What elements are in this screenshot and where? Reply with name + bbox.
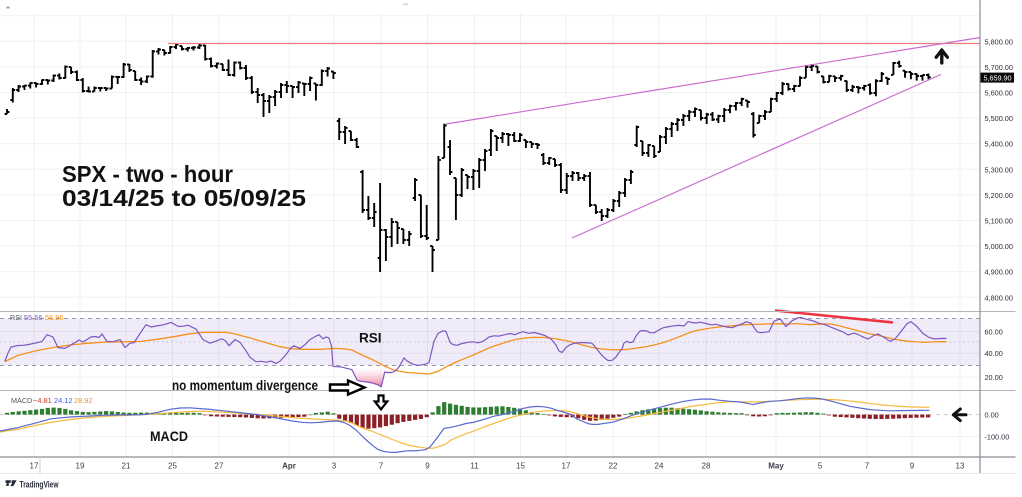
svg-text:5,100.00: 5,100.00 (985, 217, 1013, 226)
svg-text:RSI: RSI (359, 331, 382, 346)
svg-text:13: 13 (956, 462, 965, 471)
svg-text:May: May (768, 462, 784, 471)
svg-text:21: 21 (122, 462, 131, 471)
svg-text:4,900.00: 4,900.00 (985, 268, 1013, 277)
svg-text:9: 9 (425, 462, 430, 471)
svg-text:4,800.00: 4,800.00 (985, 293, 1013, 302)
svg-text:MACD: MACD (11, 396, 32, 405)
svg-text:28.92: 28.92 (74, 396, 93, 405)
svg-text:17: 17 (562, 462, 571, 471)
svg-text:7: 7 (865, 462, 870, 471)
svg-text:7: 7 (379, 462, 384, 471)
svg-text:5,500.00: 5,500.00 (985, 114, 1013, 123)
svg-text:11: 11 (470, 462, 479, 471)
svg-text:5,200.00: 5,200.00 (985, 191, 1013, 200)
svg-text:−4.81: −4.81 (33, 396, 52, 405)
svg-text:5,800.00: 5,800.00 (985, 37, 1013, 46)
svg-text:SPX - two - hour: SPX - two - hour (62, 161, 233, 187)
svg-text:no momentum divergence: no momentum divergence (172, 378, 318, 393)
svg-text:24: 24 (655, 462, 664, 471)
svg-text:5,700.00: 5,700.00 (985, 63, 1013, 72)
svg-text:03/14/25 to 05/09/25: 03/14/25 to 05/09/25 (62, 185, 306, 211)
svg-text:60.00: 60.00 (985, 328, 1003, 337)
svg-text:15: 15 (516, 462, 525, 471)
svg-text:24.12: 24.12 (54, 396, 73, 405)
svg-text:28: 28 (702, 462, 711, 471)
svg-text:56.96: 56.96 (45, 313, 64, 322)
svg-text:17: 17 (30, 462, 39, 471)
svg-text:25: 25 (168, 462, 177, 471)
svg-text:19: 19 (76, 462, 85, 471)
svg-text:Apr: Apr (282, 462, 296, 471)
svg-text:55.56: 55.56 (24, 313, 43, 322)
svg-text:40.00: 40.00 (985, 349, 1003, 358)
svg-text:5,400.00: 5,400.00 (985, 140, 1013, 149)
svg-text:5,000.00: 5,000.00 (985, 242, 1013, 251)
svg-text:20.00: 20.00 (985, 373, 1003, 382)
svg-text:27: 27 (215, 462, 224, 471)
svg-text:RSI: RSI (10, 313, 22, 322)
svg-text:5: 5 (818, 462, 823, 471)
svg-text:22: 22 (609, 462, 618, 471)
svg-text:TradingView: TradingView (20, 479, 60, 489)
svg-text:5,600.00: 5,600.00 (985, 89, 1013, 98)
svg-text:-100.00: -100.00 (985, 433, 1010, 442)
svg-text:0.00: 0.00 (985, 411, 999, 420)
svg-text:3: 3 (332, 462, 337, 471)
svg-text:9: 9 (910, 462, 915, 471)
svg-text:MACD: MACD (150, 429, 188, 444)
svg-text:5,300.00: 5,300.00 (985, 165, 1013, 174)
svg-text:5,659.90: 5,659.90 (984, 73, 1012, 82)
